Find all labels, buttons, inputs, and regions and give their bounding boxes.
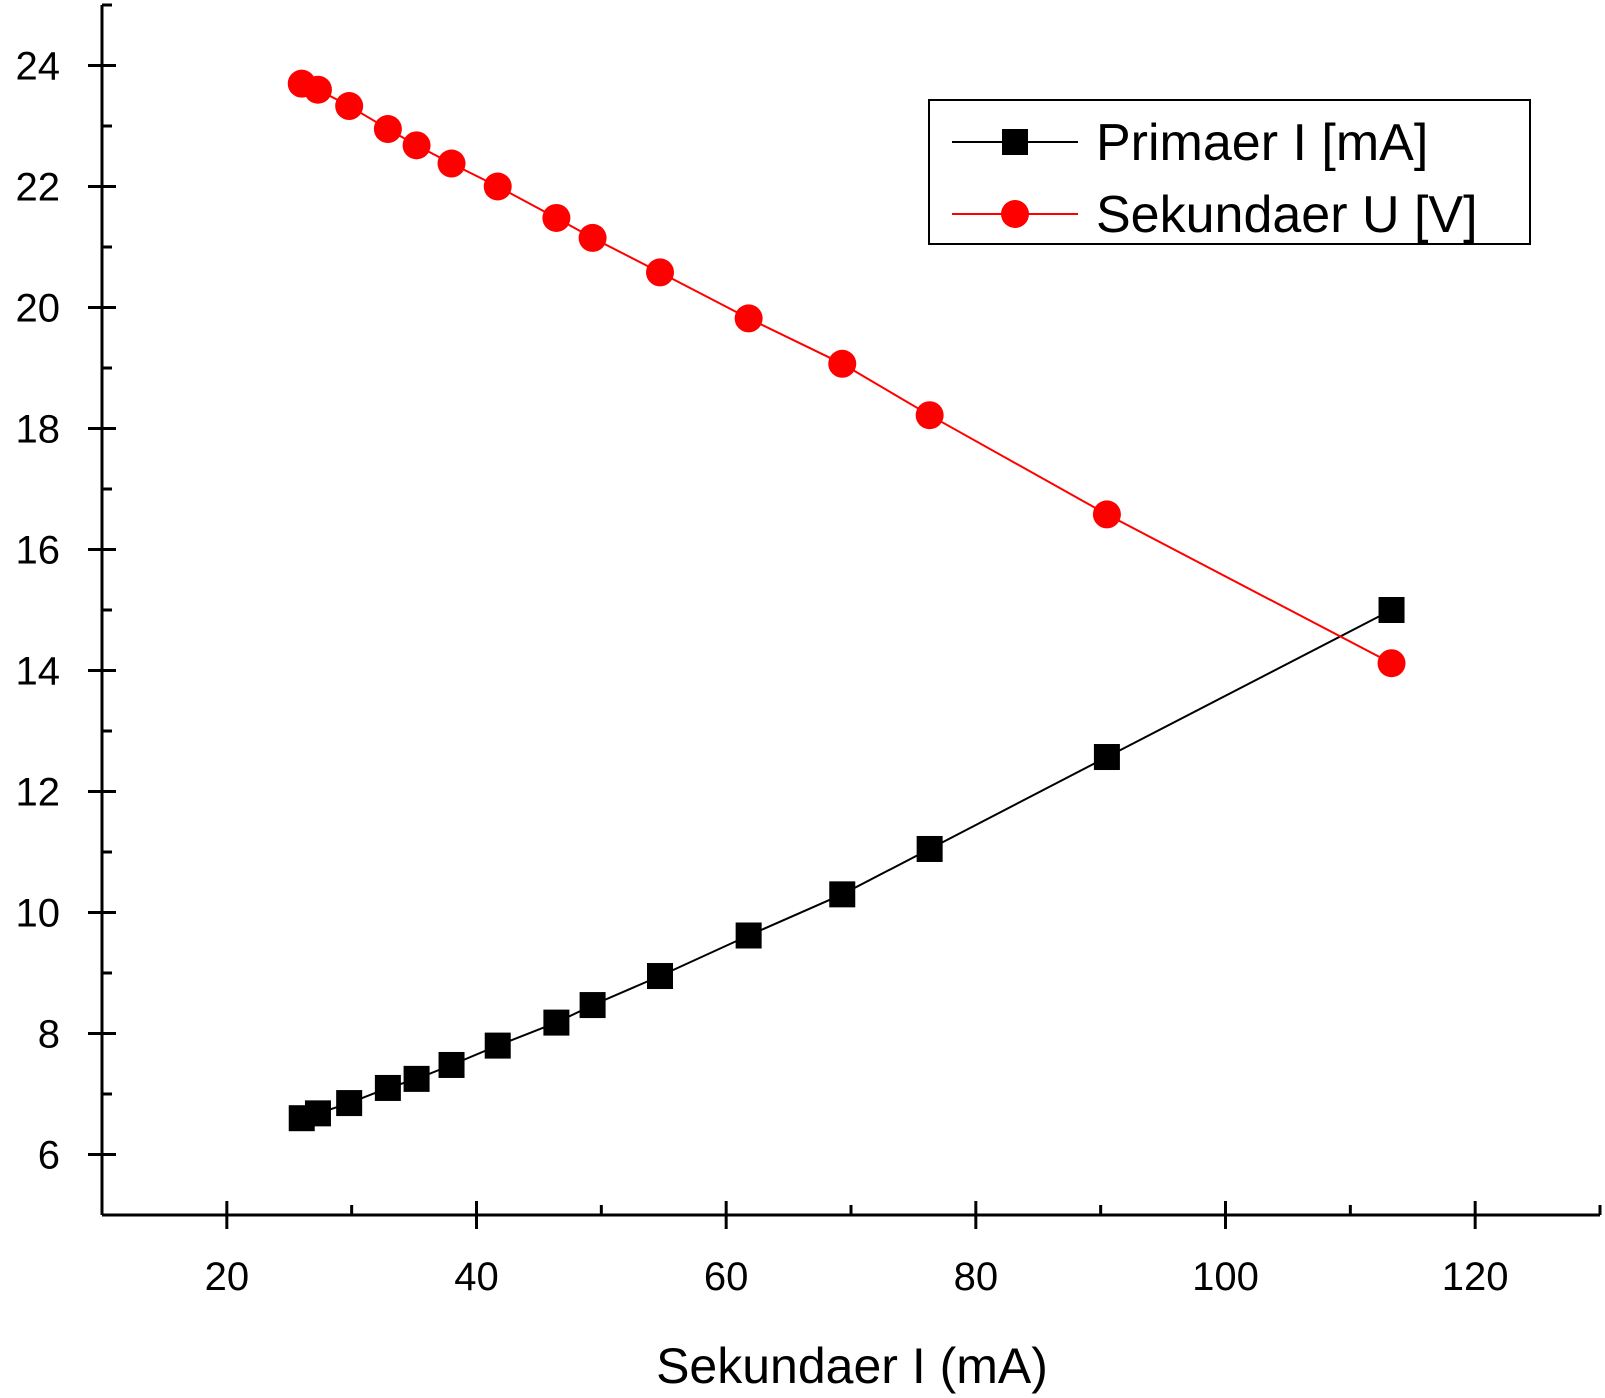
data-point-circle: [578, 223, 607, 252]
data-point-square: [484, 1032, 511, 1059]
y-tick-label: 18: [16, 408, 61, 452]
x-axis-title: Sekundaer I (mA): [656, 1338, 1048, 1394]
data-point-circle: [646, 258, 675, 287]
data-point-square: [403, 1065, 430, 1092]
series-markers: [287, 69, 1406, 1132]
data-point-square: [304, 1100, 331, 1127]
axes: 6 8 10 12 14 16 18 20 22 24 20 40 60 80 100 120: [16, 3, 1602, 1299]
data-point-square: [336, 1090, 363, 1117]
y-tick-label: 16: [16, 529, 61, 573]
x-tick-label: 120: [1442, 1255, 1509, 1299]
x-tick-label: 20: [205, 1255, 250, 1299]
y-tick-label: 6: [38, 1134, 60, 1178]
x-tick-label: 80: [954, 1255, 999, 1299]
legend-marker-square: [1002, 129, 1028, 155]
data-point-circle: [402, 131, 431, 160]
data-point-circle: [542, 203, 571, 232]
data-point-circle: [437, 149, 466, 178]
legend-label-0: Primaer I [mA]: [1096, 114, 1428, 172]
y-tick-label: 24: [16, 45, 61, 89]
series-line-0: [301, 609, 1392, 1120]
data-point-circle: [303, 75, 332, 104]
y-tick-label: 12: [16, 771, 61, 815]
data-point-circle: [1092, 500, 1121, 529]
data-point-square: [1378, 597, 1405, 623]
data-point-square: [916, 835, 943, 862]
x-tick-label: 100: [1192, 1255, 1259, 1299]
y-tick-label: 10: [16, 892, 61, 936]
legend-marker-circle: [1001, 200, 1029, 228]
legend-box: [928, 99, 1531, 245]
data-point-circle: [335, 92, 364, 121]
y-tick-label: 22: [16, 166, 61, 210]
y-tick-label: 20: [16, 287, 61, 331]
data-point-circle: [828, 349, 857, 378]
data-point-square: [438, 1051, 465, 1078]
legend: Primaer I [mA] Sekundaer U [V]: [928, 99, 1531, 245]
data-point-square: [829, 881, 856, 908]
data-point-square: [543, 1009, 570, 1036]
x-tick-label: 40: [454, 1255, 499, 1299]
data-point-circle: [734, 304, 763, 333]
data-point-square: [374, 1074, 401, 1101]
data-point-square: [647, 963, 674, 990]
x-tick-label: 60: [704, 1255, 749, 1299]
y-tick-label: 8: [38, 1013, 60, 1057]
data-point-circle: [373, 115, 402, 144]
data-point-circle: [915, 401, 944, 430]
data-point-circle: [483, 172, 512, 201]
data-point-square: [1093, 744, 1120, 771]
legend-label-1: Sekundaer U [V]: [1096, 186, 1478, 244]
data-point-circle: [1377, 649, 1406, 678]
data-point-square: [579, 992, 606, 1019]
data-point-square: [735, 922, 762, 949]
y-tick-label: 14: [16, 650, 61, 694]
